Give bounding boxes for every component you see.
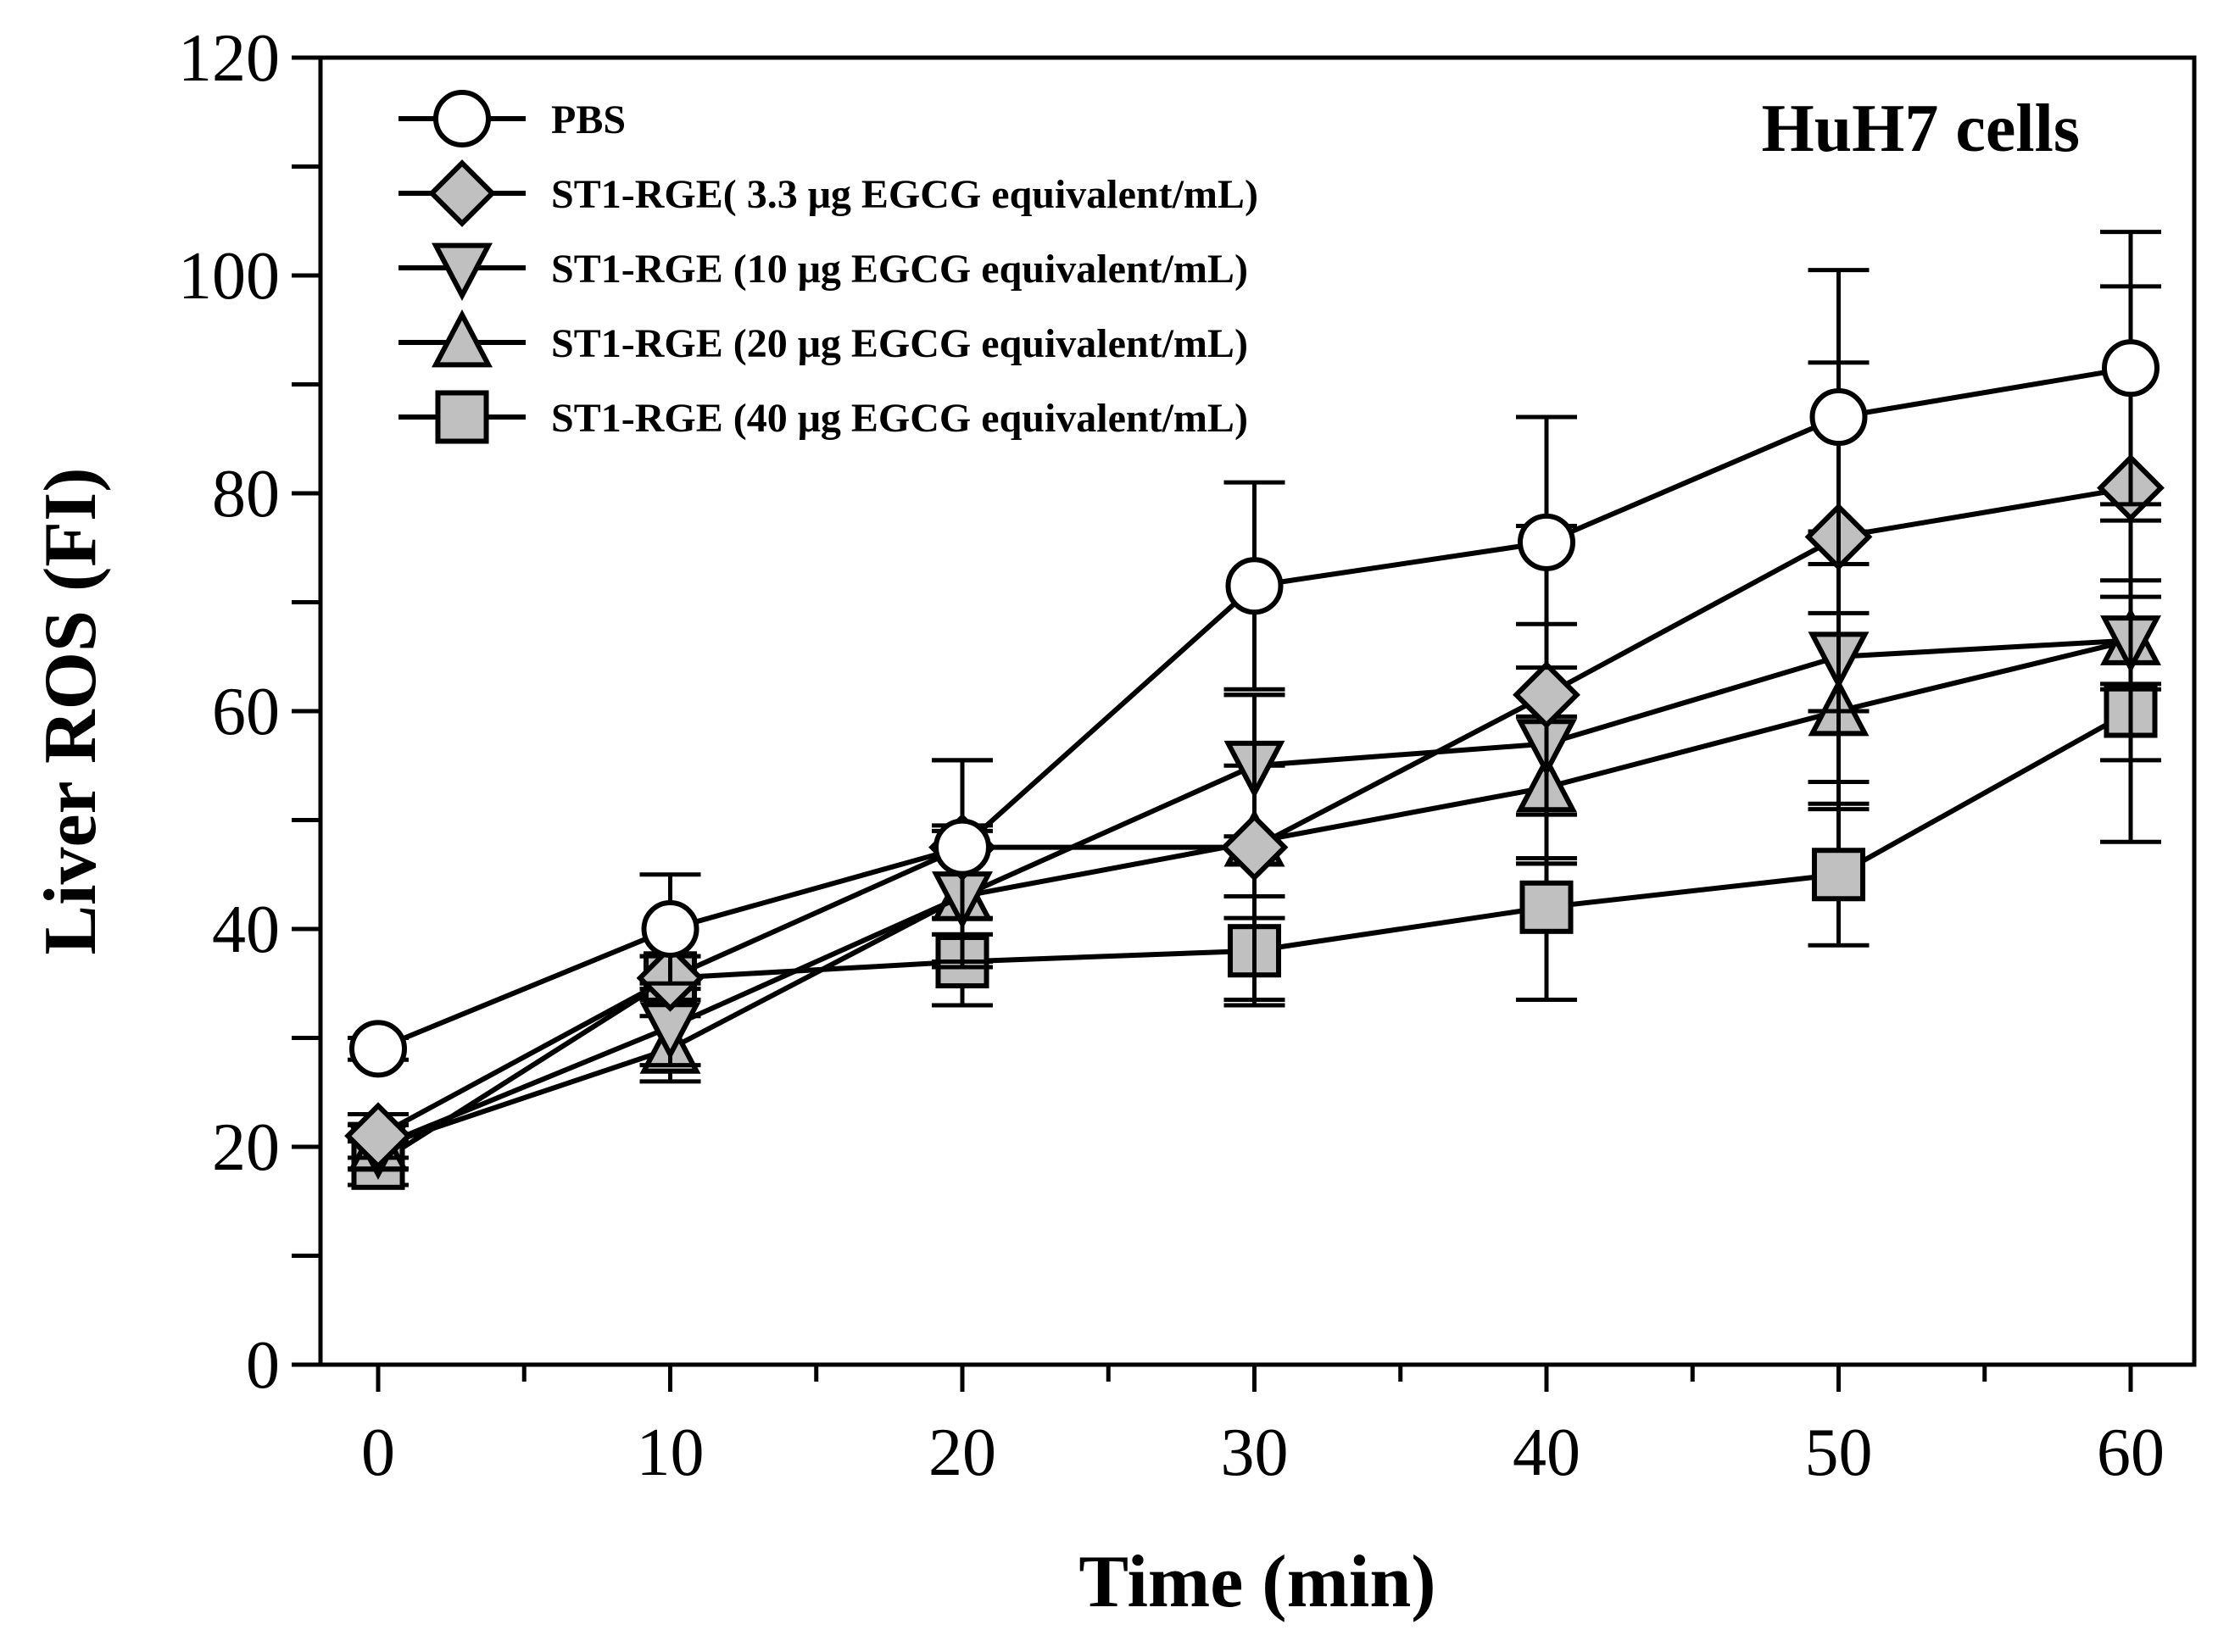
data-point — [1225, 557, 1284, 615]
y-tick-label: 60 — [212, 675, 280, 749]
legend-item-2: ST1-RGE( 3.3 μg EGCG equivalent/mL) — [398, 159, 1258, 227]
axes-group: 0 20 40 60 80 100 120 0 10 20 30 40 50 60 — [178, 21, 2165, 1490]
y-tick-label: 40 — [212, 893, 280, 967]
legend-item-5: ST1-RGE (40 μg EGCG equivalent/mL) — [398, 390, 1248, 444]
legend-marker — [435, 390, 489, 444]
legend-label: ST1-RGE (10 μg EGCG equivalent/mL) — [551, 247, 1248, 292]
x-tick-label: 50 — [1805, 1416, 1873, 1490]
data-point — [933, 818, 991, 876]
legend-marker — [432, 309, 493, 368]
data-point — [2102, 339, 2159, 398]
y-tick-label: 20 — [212, 1110, 280, 1185]
legend-item-1: PBS — [398, 90, 626, 147]
data-point — [1809, 388, 1868, 447]
legend-item-4: ST1-RGE (20 μg EGCG equivalent/mL) — [398, 309, 1248, 368]
legend-label: PBS — [551, 97, 626, 142]
legend: PBS ST1-RGE( 3.3 μg EGCG equivalent/mL) ST… — [398, 90, 1258, 444]
y-axis-title: Liver ROS (FI) — [30, 467, 112, 954]
legend-label: ST1-RGE( 3.3 μg EGCG equivalent/mL) — [551, 172, 1258, 217]
x-tick-label: 40 — [1513, 1416, 1580, 1490]
series-layer — [344, 230, 2165, 1190]
legend-marker — [432, 242, 493, 301]
data-point — [1519, 880, 1574, 934]
y-tick-label: 80 — [212, 457, 280, 531]
x-axis-title: Time (min) — [1078, 1541, 1435, 1623]
data-point — [1811, 848, 1866, 902]
data-point — [1518, 513, 1575, 571]
data-point — [1220, 813, 1289, 882]
data-point — [344, 1102, 412, 1171]
x-tick-label: 10 — [637, 1416, 705, 1490]
x-tick-label: 20 — [928, 1416, 996, 1490]
data-point — [639, 1002, 701, 1060]
y-tick-label: 0 — [246, 1328, 280, 1403]
legend-marker — [428, 159, 496, 227]
data-point — [1513, 660, 1580, 729]
x-tick-label: 30 — [1221, 1416, 1289, 1490]
data-point — [641, 900, 699, 958]
legend-item-3: ST1-RGE (10 μg EGCG equivalent/mL) — [398, 242, 1248, 301]
legend-label: ST1-RGE (20 μg EGCG equivalent/mL) — [551, 321, 1248, 366]
legend-marker — [433, 90, 491, 147]
y-tick-label: 100 — [178, 239, 280, 314]
data-point — [349, 1020, 407, 1078]
legend-label: ST1-RGE (40 μg EGCG equivalent/mL) — [551, 396, 1248, 441]
x-tick-label: 60 — [2097, 1416, 2165, 1490]
series-1 — [348, 230, 2161, 1078]
x-tick-label: 0 — [361, 1416, 395, 1490]
chart-annotation: HuH7 cells — [1761, 92, 2080, 166]
y-tick-label: 120 — [178, 21, 280, 96]
